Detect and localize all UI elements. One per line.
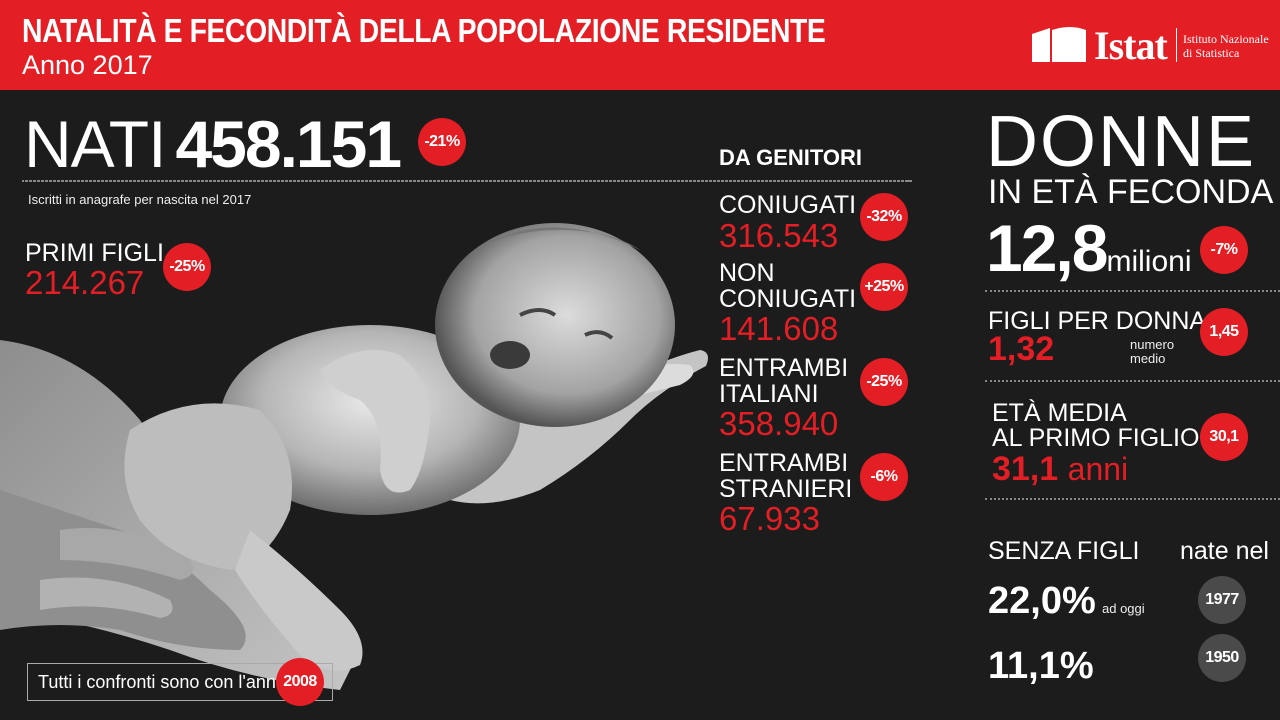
divider-figli <box>985 380 1280 382</box>
comparison-note-box: Tutti i confronti sono con l'anno 2008 <box>27 658 333 706</box>
entrambi-italiani-change-badge: -25% <box>860 358 908 406</box>
logo-wordmark: Istat <box>1094 23 1168 68</box>
eta-media-label-line1: ETÀ MEDIA <box>992 399 1127 427</box>
entrambi-italiani-label-line2: ITALIANI <box>719 380 819 408</box>
nati-label: NATI <box>24 107 166 181</box>
senza-figli-row1-value: 22,0% <box>988 580 1096 622</box>
non-coniugati-value: 141.608 <box>719 310 839 347</box>
senza-figli-header-right: nate nel <box>1180 537 1269 565</box>
logo-divider <box>1176 28 1177 62</box>
figli-per-donna-label: FIGLI PER DONNA <box>988 307 1207 335</box>
istat-logo[interactable]: Istat Istituto Nazionale di Statistica <box>1030 22 1270 72</box>
senza-figli-row1-year-badge: 1977 <box>1198 576 1246 624</box>
primi-figli-label: PRIMI FIGLI <box>25 239 164 267</box>
divider-nati <box>22 180 910 182</box>
genitori-heading: DA GENITORI <box>719 145 863 170</box>
divider-eta <box>985 498 1280 500</box>
newborn-baby-photo <box>0 223 708 690</box>
entrambi-italiani-label-line1: ENTRAMBI <box>719 354 849 382</box>
eta-media-label-line2: AL PRIMO FIGLIO <box>992 424 1200 452</box>
nati-note: Iscritti in anagrafe per nascita nel 201… <box>28 192 252 207</box>
divider-donne <box>985 290 1280 292</box>
page-subtitle: Anno 2017 <box>22 50 153 80</box>
entrambi-stranieri-value: 67.933 <box>719 500 820 537</box>
figli-per-donna-note: numero medio <box>1130 338 1174 366</box>
figli-per-donna-note-line1: numero <box>1130 337 1175 352</box>
entrambi-stranieri-change-badge: -6% <box>860 453 908 501</box>
nati-change-badge: -21% <box>418 118 466 166</box>
page-title: NATALITÀ E FECONDITÀ DELLA POPOLAZIONE R… <box>22 12 826 49</box>
entrambi-stranieri-label-line1: ENTRAMBI <box>719 449 849 477</box>
senza-figli-row1-note: ad oggi <box>1102 601 1145 616</box>
comparison-note-text: Tutti i confronti sono con l'anno <box>38 672 286 692</box>
infographic-body <box>0 90 1280 720</box>
donne-value: 12,8 <box>986 211 1108 285</box>
figli-per-donna-compare-badge: 1,45 <box>1200 308 1248 356</box>
comparison-year-badge: 2008 <box>276 658 324 706</box>
entrambi-italiani-value: 358.940 <box>719 405 839 442</box>
coniugati-value: 316.543 <box>719 217 839 254</box>
senza-figli-row2-year-badge: 1950 <box>1198 634 1246 682</box>
donne-title: DONNE <box>986 102 1257 182</box>
non-coniugati-label-line2: CONIUGATI <box>719 285 857 313</box>
donne-change-badge: -7% <box>1200 226 1248 274</box>
senza-figli-label: SENZA FIGLI <box>988 537 1140 565</box>
nati-headline: NATI 458.151 <box>24 106 402 182</box>
eta-media-value-line: 31,1 anni <box>992 450 1128 489</box>
non-coniugati-change-badge: +25% <box>860 263 908 311</box>
nati-value: 458.151 <box>175 107 402 181</box>
figli-per-donna-note-line2: medio <box>1130 351 1166 366</box>
primi-figli-change-badge: -25% <box>163 243 211 291</box>
eta-media-compare-badge: 30,1 <box>1200 413 1248 461</box>
header-banner: NATALITÀ E FECONDITÀ DELLA POPOLAZIONE R… <box>0 0 1280 90</box>
donne-value-line: 12,8milioni <box>986 210 1192 286</box>
entrambi-stranieri-label-line2: STRANIERI <box>719 475 853 503</box>
eta-media-unit: anni <box>1067 451 1129 487</box>
primi-figli-value: 214.267 <box>25 264 145 301</box>
non-coniugati-label-line1: NON <box>719 259 775 287</box>
istat-logo-icon <box>1032 27 1086 62</box>
logo-institute-line2: di Statistica <box>1183 46 1240 60</box>
logo-institute-name: Istituto Nazionale di Statistica <box>1183 32 1269 60</box>
coniugati-label: CONIUGATI <box>719 191 857 219</box>
senza-figli-row2-value: 11,1% <box>988 645 1094 687</box>
logo-institute-line1: Istituto Nazionale <box>1183 32 1269 46</box>
donne-subtitle: IN ETÀ FECONDA <box>988 173 1274 211</box>
coniugati-change-badge: -32% <box>860 193 908 241</box>
eta-media-value: 31,1 <box>992 450 1059 488</box>
donne-unit: milioni <box>1106 245 1192 278</box>
figli-per-donna-value: 1,32 <box>988 330 1055 368</box>
